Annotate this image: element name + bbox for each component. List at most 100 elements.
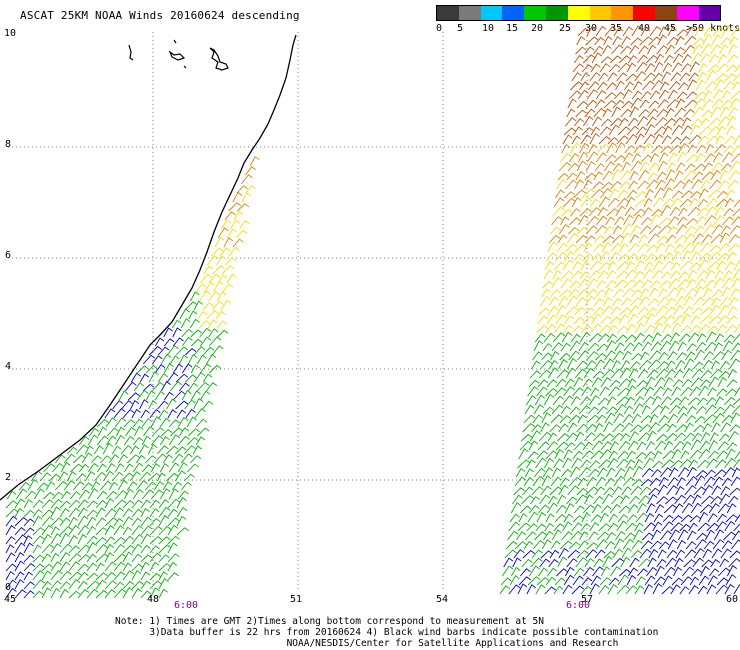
wind-barb bbox=[653, 576, 666, 586]
wind-barb bbox=[604, 540, 616, 550]
wind-barb bbox=[660, 145, 673, 154]
wind-barb bbox=[665, 234, 677, 244]
wind-barb bbox=[585, 549, 598, 559]
wind-barb bbox=[663, 315, 676, 325]
wind-barb bbox=[108, 454, 120, 464]
wind-barb bbox=[721, 477, 732, 487]
wind-barb bbox=[159, 463, 170, 473]
wind-barb bbox=[503, 557, 514, 568]
wind-barb bbox=[189, 318, 200, 329]
wind-barb bbox=[634, 199, 648, 208]
wind-barb bbox=[163, 338, 175, 347]
wind-barb bbox=[526, 584, 537, 595]
wind-barb bbox=[152, 427, 165, 437]
wind-barb bbox=[611, 106, 622, 118]
wind-barb bbox=[5, 579, 17, 590]
wind-barb bbox=[606, 396, 617, 406]
wind-barb bbox=[550, 476, 562, 487]
wind-barb bbox=[666, 360, 676, 370]
wind-barb bbox=[113, 517, 124, 527]
wind-barb bbox=[615, 205, 626, 217]
wind-barb bbox=[617, 189, 629, 199]
wind-barb bbox=[687, 530, 697, 541]
wind-barb bbox=[167, 508, 178, 518]
wind-barb bbox=[140, 525, 153, 536]
wind-barb bbox=[587, 342, 600, 352]
wind-barb bbox=[36, 482, 49, 491]
wind-barb bbox=[590, 575, 602, 586]
wind-barb bbox=[669, 529, 680, 541]
wind-barb bbox=[224, 211, 236, 221]
wind-barb bbox=[169, 381, 183, 392]
wind-barb bbox=[594, 486, 605, 496]
wind-barb bbox=[688, 72, 699, 82]
wind-barb bbox=[619, 367, 631, 379]
wind-barb bbox=[124, 381, 137, 392]
wind-barb bbox=[624, 334, 637, 343]
wind-barb bbox=[677, 278, 690, 289]
wind-barb bbox=[139, 399, 149, 410]
wind-barb bbox=[704, 469, 716, 478]
wind-barb bbox=[696, 397, 708, 406]
wind-barb bbox=[695, 470, 708, 478]
wind-barb bbox=[104, 517, 118, 527]
wind-barb bbox=[613, 91, 625, 100]
wind-barb bbox=[176, 515, 187, 527]
wind-barb bbox=[719, 296, 732, 307]
wind-barb bbox=[519, 440, 533, 451]
wind-barb bbox=[680, 125, 692, 136]
wind-barb bbox=[628, 368, 639, 379]
wind-barb bbox=[557, 296, 569, 307]
wind-barb bbox=[569, 340, 581, 352]
wind-barb bbox=[687, 79, 698, 91]
wind-barb bbox=[95, 562, 105, 572]
wind-barb bbox=[567, 549, 580, 559]
wind-barb bbox=[721, 25, 732, 37]
wind-barb bbox=[241, 192, 252, 203]
wind-barb bbox=[694, 475, 706, 487]
wind-barb bbox=[544, 522, 555, 532]
wind-barb bbox=[698, 63, 708, 73]
wind-barb bbox=[141, 464, 153, 473]
wind-barb bbox=[702, 162, 714, 172]
wind-barb bbox=[175, 346, 189, 356]
wind-barb bbox=[574, 179, 585, 190]
wind-barb bbox=[68, 507, 80, 518]
wind-barb bbox=[659, 280, 672, 289]
wind-barb bbox=[550, 414, 564, 424]
wind-barb bbox=[579, 81, 590, 91]
wind-barb bbox=[605, 340, 617, 352]
wind-barb bbox=[604, 477, 616, 487]
wind-barb bbox=[723, 334, 735, 343]
wind-barb bbox=[582, 315, 595, 325]
wind-barb bbox=[591, 313, 602, 325]
wind-barb bbox=[664, 117, 676, 127]
wind-barb bbox=[627, 378, 637, 388]
wind-barb bbox=[547, 432, 558, 442]
wind-barb bbox=[572, 126, 583, 136]
wind-barb bbox=[509, 513, 520, 523]
wind-barb bbox=[236, 185, 248, 194]
wind-barb bbox=[616, 135, 629, 145]
legend-label: 10 bbox=[482, 23, 495, 34]
wind-barb bbox=[672, 503, 684, 514]
wind-barb bbox=[42, 463, 56, 473]
wind-barb bbox=[599, 126, 612, 136]
wind-barb bbox=[549, 424, 561, 433]
wind-barb bbox=[725, 448, 736, 460]
wind-barb bbox=[665, 496, 678, 505]
wind-barb bbox=[181, 363, 193, 374]
wind-barb bbox=[536, 386, 548, 397]
wind-barb bbox=[683, 494, 695, 505]
wind-barb bbox=[184, 348, 197, 356]
wind-barb bbox=[698, 324, 710, 334]
wind-barb bbox=[678, 271, 689, 280]
wind-barb bbox=[607, 522, 619, 532]
wind-barb bbox=[646, 244, 658, 253]
wind-barb bbox=[657, 225, 672, 235]
wind-barb bbox=[50, 580, 62, 590]
wind-barb bbox=[72, 481, 85, 491]
wind-barb bbox=[617, 62, 631, 73]
wind-barb bbox=[650, 469, 662, 478]
wind-barb bbox=[531, 486, 544, 496]
